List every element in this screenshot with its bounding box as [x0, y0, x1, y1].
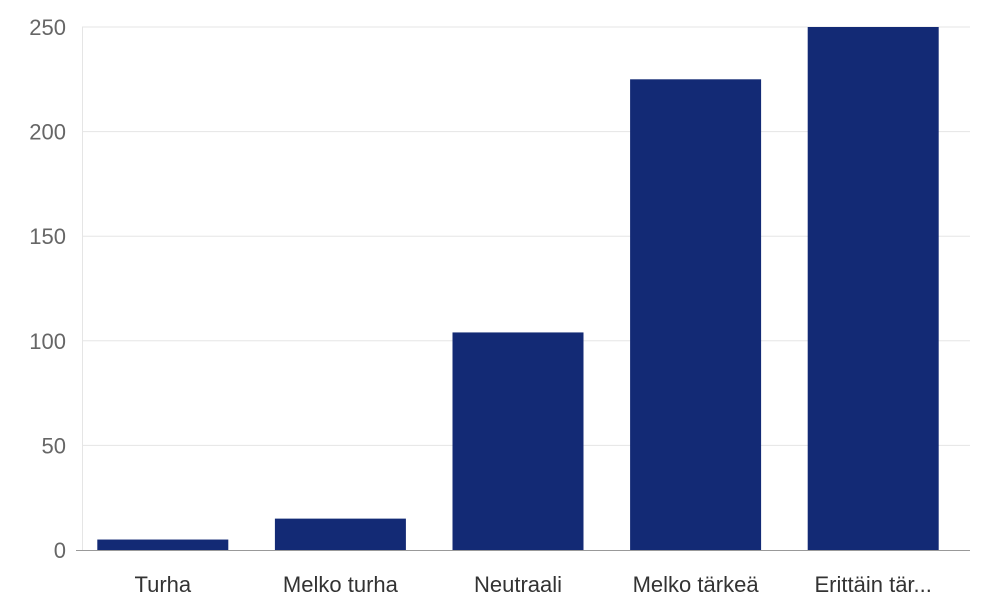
y-tick-label: 150: [29, 224, 66, 249]
bars: [97, 27, 939, 551]
bar[interactable]: [807, 27, 939, 550]
y-tick-label: 50: [42, 433, 66, 458]
y-tick-label: 100: [29, 329, 66, 354]
y-axis-ticks: 0 50 100 150 200 250: [29, 15, 66, 563]
x-tick-label: Melko tärkeä: [633, 572, 760, 597]
x-tick-label: Turha: [134, 572, 191, 597]
x-tick-label: Neutraali: [474, 572, 562, 597]
bar[interactable]: [274, 518, 406, 550]
y-tick-label: 0: [54, 538, 66, 563]
x-tick-label: Erittäin tär...: [815, 572, 932, 597]
y-tick-label: 250: [29, 15, 66, 40]
bar[interactable]: [452, 332, 584, 550]
y-tick-label: 200: [29, 120, 66, 145]
bar[interactable]: [97, 539, 229, 550]
x-axis-labels: Turha Melko turha Neutraali Melko tärkeä Eri…: [134, 572, 931, 597]
bar[interactable]: [630, 79, 762, 551]
x-tick-label: Melko turha: [283, 572, 399, 597]
